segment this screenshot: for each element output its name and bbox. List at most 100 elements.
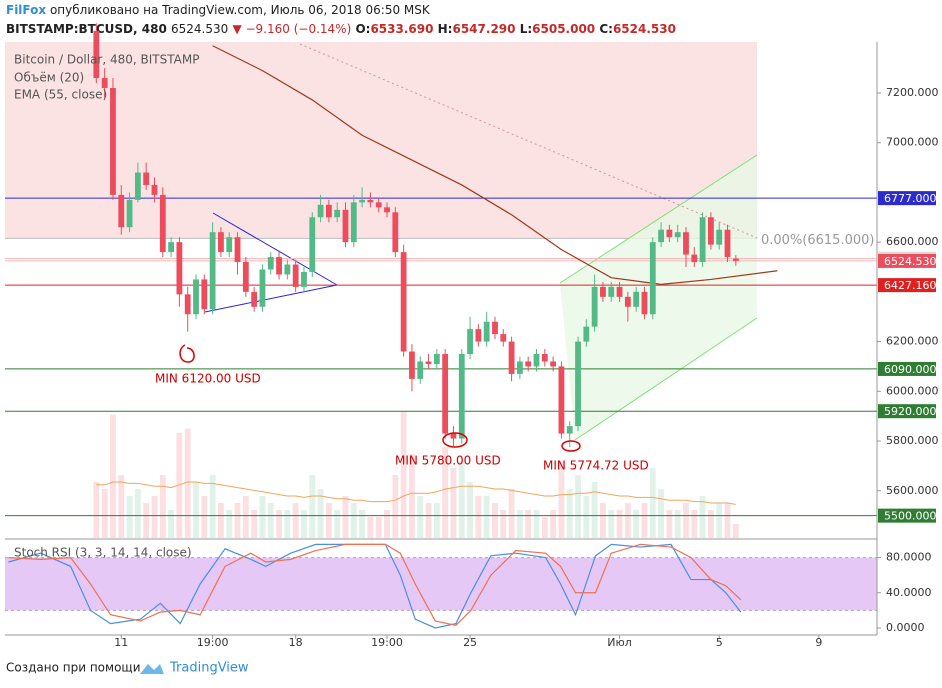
level-label: 5500.000 bbox=[884, 510, 937, 523]
candle-body bbox=[500, 334, 507, 342]
volume-bar bbox=[193, 482, 199, 538]
candle-body bbox=[558, 366, 565, 434]
volume-bar bbox=[425, 503, 432, 538]
volume-bar bbox=[724, 503, 731, 538]
volume-bar bbox=[301, 510, 307, 538]
volume-bar bbox=[417, 496, 424, 538]
y-tick-label: 5600.000 bbox=[886, 484, 939, 497]
candle-body bbox=[126, 199, 133, 228]
candle-body bbox=[134, 172, 141, 200]
volume-bar bbox=[500, 510, 507, 538]
volume-bar bbox=[267, 503, 274, 538]
candle-body bbox=[267, 257, 274, 270]
candle-body bbox=[624, 296, 631, 307]
candle-body bbox=[433, 354, 440, 364]
tv-logo[interactable] bbox=[140, 664, 164, 674]
candle-body bbox=[649, 242, 656, 315]
candle-body bbox=[375, 202, 382, 208]
volume-bar bbox=[134, 489, 141, 538]
candle-body bbox=[342, 209, 349, 243]
candle-body bbox=[284, 264, 291, 275]
level-label: 6090.000 bbox=[884, 363, 937, 376]
candle-body bbox=[292, 264, 299, 287]
candle-body bbox=[309, 217, 316, 272]
volume-bar bbox=[691, 510, 698, 538]
stoch-line bbox=[8, 543, 742, 629]
candle-body bbox=[508, 341, 515, 374]
candle-body bbox=[259, 269, 266, 307]
volume-bar bbox=[600, 503, 606, 538]
legend-stoch: Stoch RSI (3, 3, 14, 14, close) bbox=[14, 546, 192, 560]
level-label: 6777.000 bbox=[884, 192, 937, 205]
volume-bar bbox=[176, 433, 183, 538]
volume-bar bbox=[342, 496, 349, 538]
volume-bar bbox=[541, 517, 548, 538]
candle-body bbox=[176, 242, 183, 295]
x-tick-label: 19:00 bbox=[371, 636, 403, 649]
level-tag bbox=[878, 361, 936, 376]
volume-bar bbox=[666, 510, 673, 538]
volume-bar bbox=[384, 510, 390, 538]
x-tick-label: Июл bbox=[607, 636, 632, 649]
candle-body bbox=[201, 279, 208, 310]
candle-body bbox=[110, 87, 116, 195]
volume-bar bbox=[284, 510, 291, 538]
legend-ema: EMA (55, close) bbox=[14, 88, 107, 102]
candle-body bbox=[168, 242, 175, 253]
volume-ma bbox=[96, 481, 736, 505]
level-tag bbox=[878, 253, 936, 268]
annotation: MIN 5774.72 USD bbox=[543, 459, 649, 473]
candle-body bbox=[641, 291, 648, 315]
candle-body bbox=[658, 229, 664, 243]
volume-bar bbox=[699, 496, 706, 538]
volume-bar bbox=[458, 461, 465, 538]
l-label: L: bbox=[519, 22, 533, 36]
annotation: MIN 5780.00 USD bbox=[395, 454, 501, 468]
candle-body bbox=[475, 329, 482, 342]
footer-made: Создано при помощи bbox=[6, 661, 141, 675]
candle-body bbox=[699, 217, 706, 263]
candle-body bbox=[392, 212, 399, 253]
footer-brand[interactable]: TradingView bbox=[169, 661, 249, 676]
volume-bar bbox=[591, 482, 598, 538]
candle-body bbox=[93, 30, 100, 79]
channel-upper bbox=[559, 154, 758, 284]
volume-bar bbox=[409, 454, 415, 538]
triangle-upper bbox=[212, 212, 338, 286]
candle-body bbox=[666, 229, 673, 238]
last: 6524.530 bbox=[170, 22, 229, 36]
candle-body bbox=[101, 78, 108, 88]
volume-bar bbox=[184, 428, 191, 538]
published: опубликовано на TradingView.com, Июль 06… bbox=[49, 3, 430, 17]
volume-bar bbox=[242, 496, 249, 538]
y-tick-label: 7000.000 bbox=[886, 136, 939, 149]
candle-body bbox=[674, 232, 681, 238]
candle-body bbox=[251, 291, 258, 307]
c-label: C: bbox=[599, 22, 613, 36]
volume-bar bbox=[93, 482, 100, 538]
volume-bar bbox=[234, 503, 241, 538]
candle-body bbox=[184, 294, 191, 315]
level-tag bbox=[878, 191, 936, 206]
circle-mark bbox=[179, 344, 195, 363]
symbol: BITSTAMP:BTCUSD, 480 bbox=[6, 22, 167, 36]
candle-body bbox=[616, 286, 623, 297]
circle-mark bbox=[442, 432, 468, 448]
volume-bar bbox=[334, 510, 341, 538]
candle-body bbox=[467, 329, 473, 355]
quote-line: BITSTAMP:BTCUSD, 480 6524.530 ▼ −9.160 (… bbox=[6, 22, 676, 36]
author[interactable]: FilFox bbox=[6, 3, 47, 17]
volume-bar bbox=[442, 447, 449, 538]
volume-bar bbox=[624, 503, 631, 538]
volume-bar bbox=[159, 475, 166, 538]
h: 6547.290 bbox=[452, 22, 516, 36]
volume-bar bbox=[168, 510, 175, 538]
volume-bar bbox=[292, 503, 299, 538]
volume-bar bbox=[126, 496, 133, 538]
c: 6524.530 bbox=[612, 22, 676, 36]
level-label: 6427.160 bbox=[884, 279, 937, 292]
volume-bar bbox=[317, 489, 324, 538]
x-tick-label: 11 bbox=[114, 636, 128, 649]
volume-bar bbox=[101, 489, 108, 538]
volume-bar bbox=[575, 475, 581, 538]
